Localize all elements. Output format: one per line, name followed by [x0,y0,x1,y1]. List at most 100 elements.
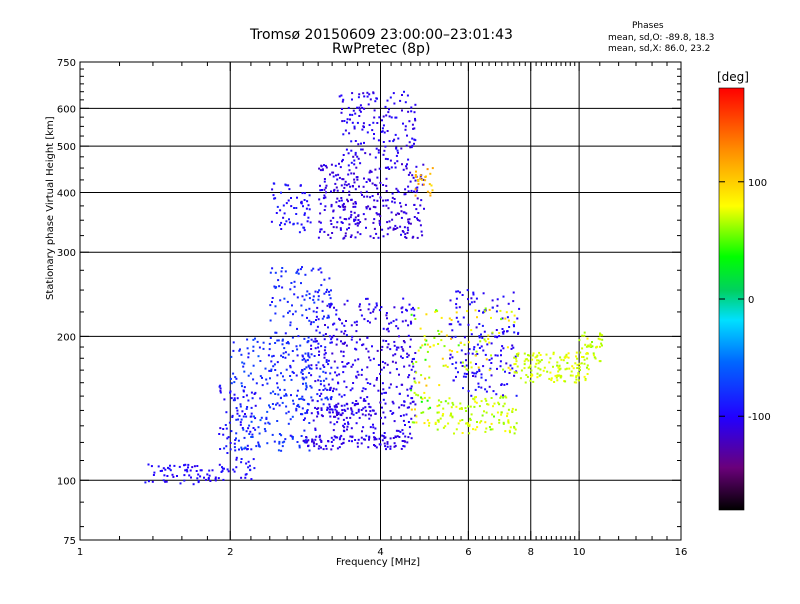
data-point [357,96,360,99]
data-point [461,432,464,434]
data-point [413,391,416,394]
data-point [280,449,283,452]
data-point [362,399,365,402]
data-point [474,354,477,357]
data-point [589,344,592,347]
data-point [254,417,257,420]
data-point [517,332,519,335]
data-point [361,148,364,151]
data-point [382,422,385,425]
data-point [346,403,349,406]
chart-subtitle: RwPretec (8p) [332,41,431,57]
data-point [431,189,434,192]
data-point [291,415,294,418]
data-point [357,358,360,361]
data-point [307,365,310,368]
data-point [369,321,371,324]
data-point [452,403,455,406]
data-point [491,413,494,416]
data-point [247,460,250,463]
data-point [407,421,410,423]
data-point [323,178,326,180]
data-point [384,416,387,419]
data-point [486,403,489,406]
data-point [361,430,363,433]
data-point [584,378,587,380]
data-point [414,381,417,384]
data-point [312,295,315,298]
data-point [310,338,313,341]
data-point [508,429,511,432]
data-point [229,377,232,380]
data-point [508,372,511,374]
data-point [358,416,361,419]
data-point [316,408,319,410]
data-point [271,188,274,191]
data-point [413,421,416,424]
data-point [320,440,323,442]
data-point [400,205,403,208]
data-point [196,465,199,467]
data-point [441,357,444,360]
data-point [307,204,310,207]
data-point [245,462,248,465]
data-point [208,469,211,472]
data-point [368,178,371,181]
data-point [591,345,594,348]
data-point [199,475,202,478]
data-point [276,374,279,377]
data-point [575,355,577,358]
data-point [317,298,320,301]
data-point [287,199,290,202]
data-point [440,401,443,404]
data-point [319,189,322,192]
data-point [286,300,289,303]
data-point [457,344,460,347]
data-point [356,224,359,227]
data-point [340,340,342,343]
data-point [354,153,357,156]
data-point [392,402,395,405]
data-point [393,420,396,423]
data-point [241,385,243,388]
data-point [355,323,358,326]
data-point [451,416,454,419]
data-point [498,419,501,421]
data-point [308,356,311,359]
data-point [335,405,338,408]
data-point [323,230,326,233]
data-point [395,213,398,216]
data-point [246,444,249,447]
data-point [368,124,371,126]
data-point [475,363,477,365]
x-tick-labels: 1 2 4 6 8 10 16 [77,547,688,558]
data-point [291,437,294,440]
data-point [383,149,386,152]
data-point [411,360,413,363]
data-point [337,402,340,405]
data-point [183,464,185,467]
data-point [513,374,516,377]
data-point [361,194,363,196]
data-point [594,357,597,360]
data-point [374,156,377,159]
data-point [331,411,334,414]
y-tick-label: 750 [57,58,76,69]
data-point [403,404,406,407]
data-point [549,357,552,360]
data-point [455,405,458,408]
data-point [229,390,232,393]
data-point [419,204,422,207]
data-point [277,449,280,452]
data-point [527,366,530,369]
data-point [350,407,353,410]
data-point [329,297,332,300]
data-point [338,162,340,165]
data-point [431,167,434,170]
data-point [385,177,388,180]
data-point [532,380,535,383]
data-point [285,393,287,396]
data-point [480,376,483,379]
data-point [526,375,529,378]
data-point [391,400,394,403]
